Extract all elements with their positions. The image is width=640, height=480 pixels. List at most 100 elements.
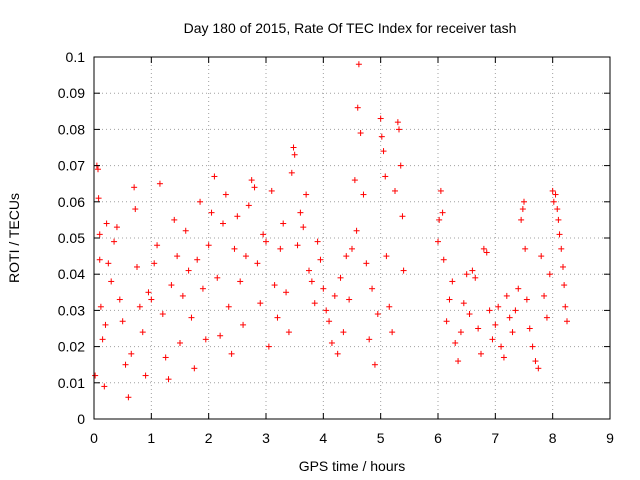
data-point <box>165 376 172 383</box>
data-point <box>265 343 272 350</box>
data-point <box>139 329 146 336</box>
data-point <box>396 126 403 133</box>
data-point <box>148 296 155 303</box>
data-point <box>199 285 206 292</box>
data-point <box>197 198 204 205</box>
data-point <box>392 187 398 194</box>
data-point <box>156 180 163 187</box>
data-point <box>397 162 404 169</box>
data-point <box>297 209 304 216</box>
data-point <box>194 256 201 263</box>
data-point <box>498 343 505 350</box>
data-point <box>439 209 446 216</box>
data-point <box>466 311 473 318</box>
data-point <box>523 296 530 303</box>
data-point <box>343 253 350 260</box>
data-point <box>446 296 453 303</box>
data-point <box>449 278 456 285</box>
y-tick-labels: 0 0.01 0.02 0.03 0.04 0.05 0.06 0.07 0.08 0.09 0.1 <box>58 49 85 427</box>
data-point <box>323 307 330 314</box>
data-point <box>357 130 364 137</box>
data-point <box>96 256 103 263</box>
data-point <box>283 289 290 296</box>
data-point <box>541 292 548 299</box>
data-point <box>360 191 367 198</box>
data-point <box>521 198 527 205</box>
y-tick-label: 0 <box>77 411 85 427</box>
data-point <box>306 267 312 274</box>
data-point <box>268 187 275 194</box>
data-point <box>205 242 212 249</box>
data-point <box>489 336 496 343</box>
data-point <box>97 303 104 310</box>
data-point <box>145 289 152 296</box>
x-tick-label: 0 <box>90 430 98 446</box>
y-tick-label: 0.08 <box>58 121 85 137</box>
data-point <box>340 329 347 336</box>
data-point <box>220 220 226 227</box>
x-tick-label: 8 <box>549 430 557 446</box>
data-point <box>105 260 112 267</box>
data-point <box>179 292 186 299</box>
y-tick-label: 0.1 <box>66 49 86 65</box>
data-point <box>237 278 244 285</box>
data-point <box>245 202 252 209</box>
data-point <box>185 267 192 274</box>
data-points <box>92 61 570 401</box>
data-point <box>503 292 510 299</box>
y-tick-label: 0.09 <box>58 85 85 101</box>
data-point <box>128 350 135 357</box>
y-tick-label: 0.05 <box>58 230 85 246</box>
x-tick-label: 7 <box>491 430 499 446</box>
data-point <box>174 253 181 260</box>
data-point <box>171 216 178 223</box>
y-tick-label: 0.04 <box>58 266 85 282</box>
data-point <box>125 394 132 401</box>
data-point <box>108 278 115 285</box>
data-point <box>561 282 568 289</box>
data-point <box>366 336 373 343</box>
data-point <box>228 350 235 357</box>
data-point <box>369 285 376 292</box>
data-point <box>495 303 502 310</box>
data-point <box>562 303 569 310</box>
data-point <box>331 292 338 299</box>
data-point <box>472 274 479 281</box>
y-tick-label: 0.03 <box>58 302 85 318</box>
data-point <box>354 104 361 111</box>
data-point <box>240 321 247 328</box>
data-point <box>463 271 470 278</box>
data-point <box>208 209 215 216</box>
data-point <box>469 267 476 274</box>
data-point <box>168 282 175 289</box>
data-point <box>389 329 396 336</box>
data-point <box>251 184 258 191</box>
data-point <box>96 231 103 238</box>
data-point <box>546 271 553 278</box>
data-point <box>554 206 561 213</box>
data-point <box>478 350 484 357</box>
data-point <box>260 231 267 238</box>
data-point <box>383 253 390 260</box>
data-point <box>242 253 249 260</box>
plot-frame <box>93 56 611 420</box>
data-point <box>506 314 513 321</box>
data-point <box>440 256 447 263</box>
data-point <box>500 354 507 361</box>
data-point <box>452 339 459 346</box>
data-point <box>399 213 406 220</box>
data-point <box>119 318 126 325</box>
data-point <box>326 318 333 325</box>
data-point <box>443 318 450 325</box>
data-point <box>529 343 536 350</box>
data-point <box>346 296 353 303</box>
y-tick-label: 0.01 <box>58 375 85 391</box>
data-point <box>234 213 241 220</box>
data-point <box>328 339 335 346</box>
data-point <box>317 256 324 263</box>
data-point <box>103 220 110 227</box>
data-point <box>515 285 522 292</box>
x-tick-label: 1 <box>147 430 155 446</box>
x-tick-label: 5 <box>377 430 385 446</box>
data-point <box>512 307 519 314</box>
